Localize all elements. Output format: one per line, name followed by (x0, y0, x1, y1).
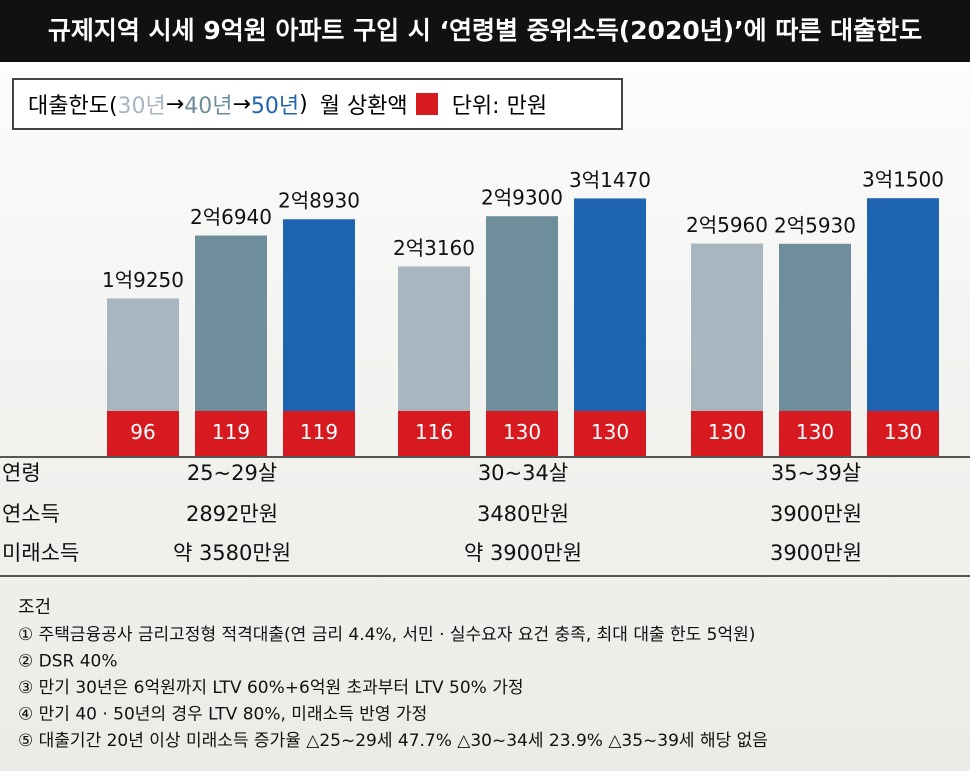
repayment-bar (107, 411, 179, 456)
repayment-bar (398, 411, 470, 456)
value-label: 2억6940 (190, 205, 272, 229)
table-cell: 3900만원 (770, 502, 862, 526)
legend-text: 월 상환액 (319, 94, 408, 119)
value-label: 2억5930 (774, 213, 856, 237)
title: 규제지역 시세 9억원 아파트 구입 시 ‘연령별 중위소득(2020년)’에 … (0, 0, 970, 62)
repayment-bar (574, 411, 646, 456)
legend-text: → (165, 91, 185, 117)
legend-text: ) (299, 91, 308, 117)
value-label: 3억1500 (862, 168, 944, 192)
value-label: 1억9250 (102, 268, 184, 292)
row-label: 미래소득 (2, 541, 79, 565)
table-cell: 30~34살 (478, 461, 568, 485)
legend-swatch (415, 93, 438, 115)
row-label: 연소득 (2, 502, 60, 526)
legend-entry: 40년 (184, 94, 233, 119)
note: ⑤ 대출기간 20년 이상 미래소득 증가율 △25~29세 47.7% △30… (18, 731, 768, 751)
legend-text: → (232, 91, 251, 117)
repayment-bar (486, 411, 558, 456)
table-cell: 25~29살 (187, 461, 277, 485)
repayment-label: 130 (796, 420, 834, 444)
repayment-bar (283, 411, 355, 456)
repayment-label: 119 (300, 420, 338, 444)
table-cell: 35~39살 (771, 461, 861, 485)
note: ④ 만기 40 · 50년의 경우 LTV 80%, 미래소득 반영 가정 (18, 705, 427, 725)
note: ③ 만기 30년은 6억원까지 LTV 60%+6억원 초과부터 LTV 50%… (18, 678, 523, 698)
value-label: 2억8930 (278, 189, 360, 213)
value-label: 2억9300 (481, 186, 563, 210)
notes-title: 조건 (18, 597, 51, 618)
repayment-label: 130 (503, 420, 541, 444)
legend-entry: 30년 (117, 94, 166, 119)
repayment-bar (691, 411, 763, 456)
note: ② DSR 40% (18, 652, 118, 672)
legend-text: 대출한도( (28, 94, 118, 119)
table-cell: 3480만원 (477, 502, 569, 526)
table-cell: 3900만원 (770, 541, 862, 565)
repayment-label: 130 (591, 420, 629, 444)
repayment-label: 119 (212, 420, 250, 444)
value-label: 3억1470 (569, 168, 651, 192)
repayment-bar (867, 411, 939, 456)
value-label: 2억3160 (393, 236, 475, 260)
value-label: 2억5960 (686, 213, 768, 237)
repayment-label: 130 (884, 420, 922, 444)
legend-entry: 50년 (250, 94, 300, 119)
repayment-label: 116 (415, 420, 453, 444)
table-cell: 2892만원 (186, 502, 278, 526)
note: ① 주택금융공사 금리고정형 적격대출(연 금리 4.4%, 서민 · 실수요자… (18, 625, 755, 645)
repayment-bar (195, 411, 267, 456)
table-cell: 약 3900만원 (464, 541, 582, 565)
table-cell: 약 3580만원 (173, 541, 291, 565)
legend-text: 단위: 만원 (451, 94, 548, 119)
repayment-bar (779, 411, 851, 456)
repayment-label: 130 (708, 420, 746, 444)
row-label: 연령 (2, 461, 41, 485)
legend: 대출한도( 30년 → 40년 → 50년 ) 월 상환액 단위: 만원 (12, 78, 623, 130)
repayment-label: 96 (130, 420, 155, 444)
